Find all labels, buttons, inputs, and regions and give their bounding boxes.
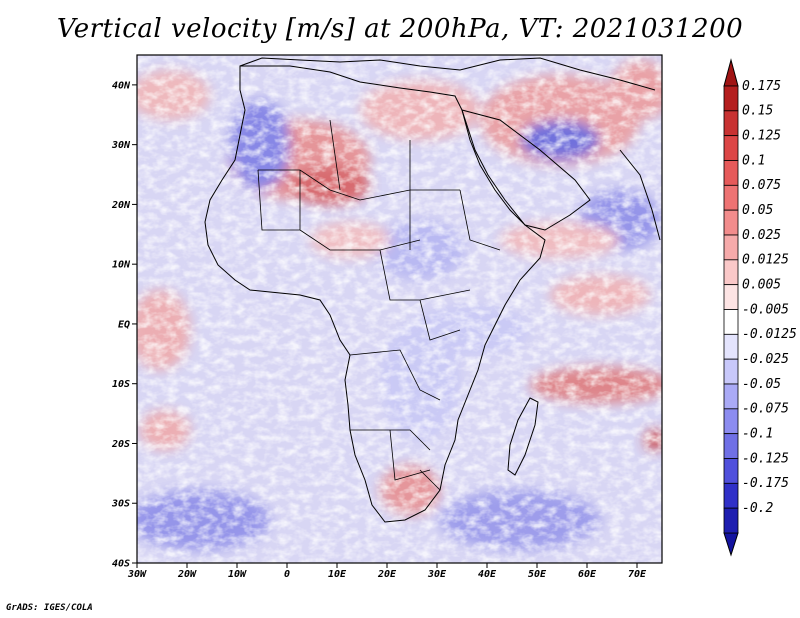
arabia-coastline	[461, 109, 591, 231]
colorbar-swatch	[723, 110, 739, 137]
colorbar-swatch	[723, 358, 739, 385]
colorbar-label: 0.005	[742, 278, 781, 293]
lat-tick-label: EQ	[118, 319, 130, 330]
colorbar-label: -0.005	[742, 302, 789, 317]
colorbar-label: -0.1	[742, 427, 773, 442]
lon-tick-label: 40E	[478, 569, 497, 580]
colorbar: 0.175 0.15 0.125 0.1 0.075 0.05 0.025 0.0125 0.0…	[723, 58, 797, 557]
colorbar-swatch	[723, 184, 739, 211]
colorbar-swatch	[723, 333, 739, 360]
lat-tick-label: 30S	[111, 499, 130, 510]
coastline-borders	[204, 57, 661, 523]
colorbar-label: 0.025	[742, 228, 781, 243]
colorbar-bottom-arrow	[723, 532, 739, 557]
colorbar-label: 0.0125	[742, 253, 789, 268]
lon-tick-label: 10E	[328, 569, 347, 580]
colorbar-swatch	[723, 234, 739, 261]
colorbar-label: -0.0125	[742, 327, 797, 342]
lat-tick-label: 30N	[111, 140, 131, 151]
colorbar-swatch	[723, 507, 739, 534]
colorbar-label: -0.05	[742, 377, 781, 392]
colorbar-label: 0.125	[742, 129, 781, 144]
colorbar-label: 0.175	[742, 79, 781, 94]
colorbar-label: -0.075	[742, 402, 789, 417]
colorbar-label: 0.05	[742, 203, 773, 218]
colorbar-swatch	[723, 284, 739, 310]
lon-tick-label: 70E	[628, 569, 647, 580]
lon-tick-label: 10W	[228, 569, 247, 580]
colorbar-swatch	[723, 482, 739, 509]
madagascar-coastline	[507, 397, 539, 476]
lat-tick-label: 20S	[111, 439, 130, 450]
colorbar-swatch	[723, 309, 739, 335]
colorbar-swatch	[723, 433, 739, 459]
vertical-velocity-field	[137, 55, 662, 563]
border-lines	[257, 119, 501, 491]
lon-tick-label: 20E	[377, 569, 397, 580]
india-coastline	[619, 149, 661, 241]
lon-tick-label: 30W	[127, 569, 147, 580]
colorbar-label: 0.15	[742, 104, 773, 119]
colorbar-swatch	[723, 135, 739, 161]
colorbar-label: 0.1	[742, 153, 765, 168]
lat-tick-label: 40N	[112, 80, 131, 91]
lon-tick-label: 30E	[427, 569, 447, 580]
colorbar-swatch	[723, 209, 739, 236]
longitude-axis: 30W 20W 10W 0 10E 20E 30E 40E 50E 60E 70E	[127, 563, 647, 580]
colorbar-swatch	[723, 383, 739, 410]
colorbar-label: 0.075	[742, 178, 781, 193]
colorbar-swatch	[723, 259, 739, 286]
lon-tick-label: 20W	[177, 569, 197, 580]
colorbar-swatch	[723, 85, 739, 112]
grads-credit: GrADS: IGES/COLA	[6, 603, 93, 613]
colorbar-label: -0.025	[742, 352, 789, 367]
lon-tick-label: 0	[284, 569, 290, 580]
colorbar-top-arrow	[723, 58, 739, 87]
africa-coastline	[204, 65, 546, 523]
map-title: Vertical velocity [m/s] at 200hPa, VT: 2…	[56, 14, 744, 44]
colorbar-swatch	[723, 160, 739, 186]
europe-coastline	[239, 57, 656, 91]
latitude-axis: 40N 30N 20N 10N EQ 10S 20S 30S 40S	[111, 80, 137, 570]
colorbar-label: -0.125	[742, 451, 789, 466]
lon-tick-label: 50E	[528, 569, 547, 580]
lat-tick-label: 20N	[111, 200, 131, 211]
lat-tick-label: 10S	[112, 379, 130, 390]
colorbar-swatch	[723, 408, 739, 435]
lat-tick-label: 10N	[112, 260, 131, 271]
lat-tick-label: 40S	[112, 559, 130, 570]
colorbar-label: -0.175	[742, 476, 789, 491]
plot-frame	[136, 54, 663, 564]
colorbar-label: -0.2	[742, 501, 773, 516]
colorbar-swatch	[723, 458, 739, 484]
lon-tick-label: 60E	[578, 569, 597, 580]
